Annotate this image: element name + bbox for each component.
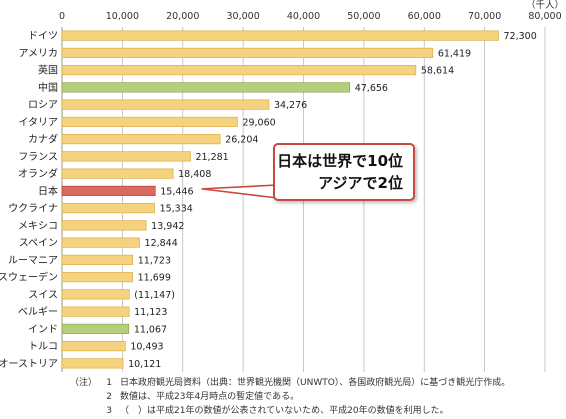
callout-line-1: 日本は世界で10位 [277, 152, 403, 170]
category-label: ロシア [28, 100, 58, 111]
bar [61, 323, 130, 334]
x-tick-label: 30,000 [227, 11, 260, 22]
callout-pointer [201, 184, 278, 199]
category-label: 中国 [38, 81, 58, 94]
category-label: スイス [28, 290, 58, 301]
category-label: スウェーデン [0, 271, 58, 284]
category-label: フランス [18, 151, 58, 163]
category-label: アメリカ [19, 47, 59, 59]
bar [61, 99, 270, 110]
value-label: 12,844 [145, 238, 178, 249]
bar [61, 65, 417, 76]
value-label: 11,699 [138, 273, 171, 284]
bar [61, 254, 134, 265]
value-label: 47,656 [355, 83, 388, 94]
value-label: 15,446 [160, 186, 193, 197]
x-tick-label: 80,000 [528, 11, 561, 22]
note-row-3: 3 （ ）は平成21年の数値が公表されていないため、平成20年の数値を利用した。 [70, 404, 560, 418]
note-prefix: （注） [70, 378, 98, 388]
bar [61, 289, 130, 300]
x-tick-label: 40,000 [287, 11, 320, 22]
bar-chart: 0 10,000 20,000 30,000 40,000 50,000 60,000 70,… [0, 0, 564, 372]
category-label: カナダ [28, 133, 58, 146]
x-tick-label: 10,000 [106, 11, 139, 22]
bar [61, 151, 191, 162]
x-tick-label: 20,000 [166, 11, 199, 22]
category-label: オーストリア [0, 358, 58, 370]
value-label: 18,408 [178, 169, 211, 180]
bar [61, 82, 351, 93]
bar [61, 47, 434, 58]
category-label: メキシコ [18, 221, 58, 232]
value-label: 26,204 [225, 135, 258, 146]
value-label: 11,723 [138, 255, 171, 266]
value-label: 11,067 [134, 324, 167, 335]
bar [61, 272, 133, 283]
bar [61, 341, 126, 352]
category-label: オランダ [18, 167, 58, 180]
category-label: ベルギー [18, 306, 58, 318]
note-row-1: （注） 1 日本政府観光局資料（出典：世界観光機関（UNWTO）、各国政府観光局）に… [70, 376, 560, 390]
note-number: 1 [106, 378, 112, 388]
x-tick-label: 70,000 [468, 11, 501, 22]
bar [61, 237, 140, 248]
bar [61, 168, 174, 179]
category-label: ドイツ [28, 31, 58, 42]
bar [61, 220, 147, 231]
bar [61, 306, 130, 317]
bar [61, 116, 238, 127]
value-label: 34,276 [274, 100, 307, 111]
note-text: 日本政府観光局資料（出典：世界観光機関（UNWTO）、各国政府観光局）に基づき観… [120, 378, 511, 388]
callout-line-2: アジアで2位 [318, 174, 403, 192]
x-tick-label: 60,000 [408, 11, 441, 22]
category-label: イタリア [18, 116, 58, 128]
category-label: ウクライナ [8, 203, 58, 215]
x-tick-label: 0 [59, 11, 65, 22]
category-label: トルコ [28, 342, 58, 353]
note-number: 2 [106, 392, 112, 402]
value-label: 29,060 [242, 117, 275, 128]
bar [61, 203, 155, 214]
notes: （注） 1 日本政府観光局資料（出典：世界観光機関（UNWTO）、各国政府観光局）に… [70, 376, 560, 418]
unit-label: （千人） [526, 0, 564, 11]
value-label: (11,147) [134, 290, 175, 301]
value-label: 15,334 [160, 204, 193, 215]
note-text: 数値は、平成23年4月時点の暫定値である。 [120, 392, 300, 402]
value-label: 21,281 [195, 152, 228, 163]
category-label: 日本 [38, 184, 58, 197]
category-label: ルーマニア [8, 255, 58, 266]
note-number: 3 [106, 406, 112, 416]
value-label: 10,121 [128, 359, 161, 370]
value-label: 13,942 [151, 221, 184, 232]
bar [61, 185, 156, 196]
value-label: 61,419 [438, 48, 471, 59]
category-label: スペイン [19, 238, 58, 249]
bar [61, 134, 221, 145]
callout-box: 日本は世界で10位 アジアで2位 [273, 143, 415, 201]
note-row-2: 2 数値は、平成23年4月時点の暫定値である。 [70, 390, 560, 404]
value-label: 11,123 [134, 307, 167, 318]
category-label: インド [28, 324, 58, 335]
bar [61, 30, 499, 41]
bar [61, 358, 124, 369]
category-label: 英国 [38, 64, 58, 77]
x-tick-label: 50,000 [347, 11, 380, 22]
value-label: 72,300 [504, 31, 537, 42]
value-label: 58,614 [421, 66, 454, 77]
note-text: （ ）は平成21年の数値が公表されていないため、平成20年の数値を利用した。 [120, 406, 449, 416]
value-label: 10,493 [130, 342, 163, 353]
